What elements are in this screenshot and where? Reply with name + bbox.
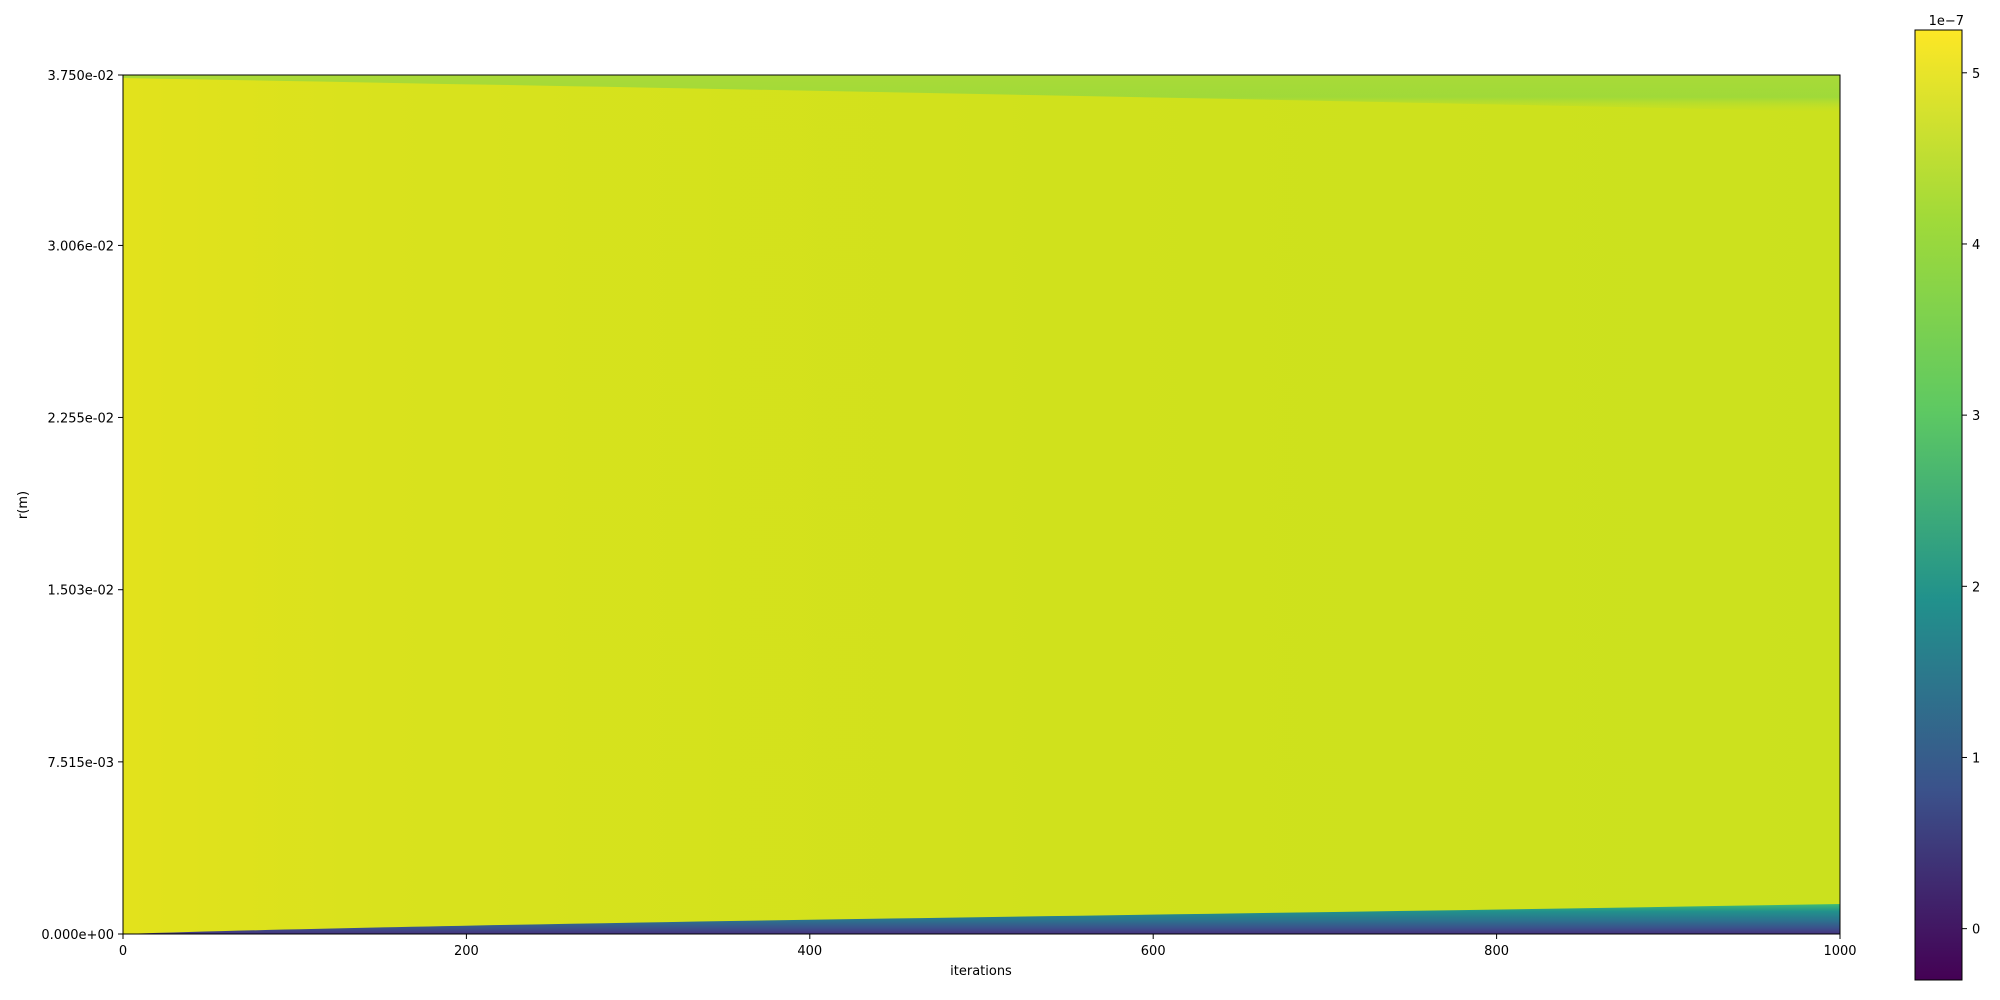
colorbar-tick-label: 4 bbox=[1972, 238, 1980, 253]
colorbar-tick-label: 3 bbox=[1972, 409, 1980, 424]
x-tick-label: 200 bbox=[454, 944, 479, 959]
x-axis-label: iterations bbox=[950, 964, 1012, 979]
colorbar-offset-label: 1e−7 bbox=[1929, 14, 1964, 29]
colorbar-ticks: 0 1 2 3 4 5 bbox=[1962, 67, 1980, 938]
y-tick-label: 1.503e-02 bbox=[48, 584, 114, 599]
x-tick-label: 400 bbox=[797, 944, 822, 959]
x-tick-label: 0 bbox=[119, 944, 127, 959]
y-axis-ticks: 0.000e+00 7.515e-03 1.503e-02 2.255e-02 3.00… bbox=[41, 69, 123, 943]
y-tick-label: 3.750e-02 bbox=[48, 69, 114, 84]
y-tick-label: 7.515e-03 bbox=[48, 756, 114, 771]
heatmap-field bbox=[123, 75, 1840, 934]
x-axis-ticks: 0 200 400 600 800 1000 bbox=[119, 934, 1857, 959]
colorbar bbox=[1915, 30, 1962, 980]
colorbar-tick-label: 5 bbox=[1972, 67, 1980, 82]
y-tick-label: 2.255e-02 bbox=[48, 411, 114, 426]
colorbar-tick-label: 0 bbox=[1972, 923, 1980, 938]
x-tick-label: 600 bbox=[1141, 944, 1166, 959]
x-tick-label: 800 bbox=[1484, 944, 1509, 959]
y-tick-label: 0.000e+00 bbox=[41, 928, 114, 943]
colorbar-tick-label: 1 bbox=[1972, 751, 1980, 766]
x-tick-label: 1000 bbox=[1823, 944, 1856, 959]
colorbar-tick-label: 2 bbox=[1972, 580, 1980, 595]
y-tick-label: 3.006e-02 bbox=[48, 239, 114, 254]
heatmap-bulk-region bbox=[123, 75, 1840, 934]
y-axis-label: r(m) bbox=[16, 491, 31, 519]
